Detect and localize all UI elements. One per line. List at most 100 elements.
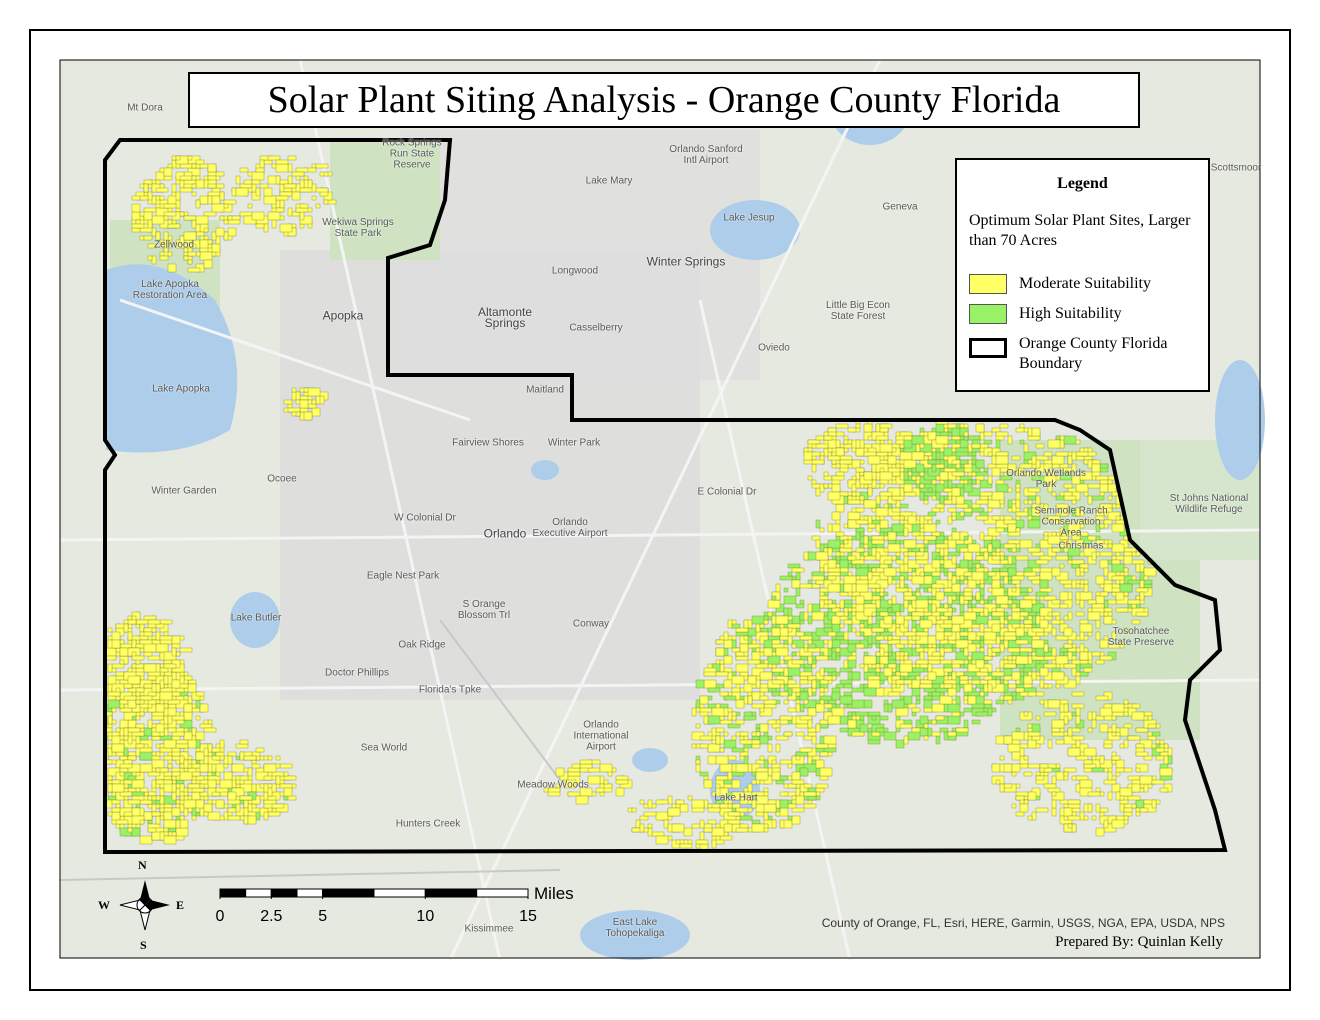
suitability-patch [799,679,809,685]
suitability-patch [151,215,165,225]
suitability-patch [191,163,197,169]
suitability-patch [799,635,813,641]
suitability-patch [975,591,981,601]
suitability-patch [195,739,201,749]
suitability-patch [187,251,197,257]
suitability-patch [1055,435,1061,441]
suitability-patch [1059,563,1065,569]
place-label: Lake Apopka [152,383,210,395]
suitability-patch [195,731,205,741]
suitability-patch [227,751,237,757]
suitability-patch [999,755,1005,761]
suitability-patch [1111,783,1121,793]
suitability-patch [967,695,977,705]
suitability-patch [747,763,753,773]
suitability-patch [939,659,953,665]
suitability-patch [239,751,245,761]
suitability-patch [1095,595,1105,605]
suitability-patch [991,763,1001,773]
suitability-patch [235,175,241,185]
suitability-patch [763,647,773,657]
suitability-patch [835,423,849,429]
suitability-patch [1063,663,1077,669]
suitability-patch [567,791,581,797]
suitability-patch [951,427,961,437]
suitability-patch [111,663,125,669]
suitability-patch [927,431,937,441]
suitability-patch [795,699,801,705]
suitability-patch [979,491,993,497]
suitability-patch [1035,443,1045,449]
suitability-patch [1039,579,1049,589]
suitability-patch [191,175,197,181]
suitability-patch [1119,787,1133,797]
suitability-patch [275,163,289,173]
suitability-patch [1003,735,1013,745]
suitability-patch [847,511,861,521]
suitability-patch [1039,699,1045,705]
suitability-patch [119,719,129,729]
suitability-patch [1095,827,1105,837]
suitability-patch [975,567,985,573]
suitability-patch [1083,583,1089,593]
suitability-patch [839,459,853,465]
suitability-patch [799,715,813,721]
suitability-patch [151,731,161,737]
suitability-patch [699,695,709,705]
suitability-patch [783,699,789,705]
suitability-patch [1087,611,1101,621]
suitability-patch [799,691,809,701]
suitability-patch [1099,463,1109,469]
suitability-patch [715,735,721,745]
suitability-patch [827,539,841,549]
suitability-patch [911,471,921,477]
suitability-patch [247,203,253,209]
suitability-patch [895,551,901,557]
suitability-patch [867,583,881,589]
suitability-patch [171,695,177,701]
suitability-patch [827,455,841,461]
suitability-patch [203,727,217,733]
suitability-patch [147,771,161,777]
suitability-patch [787,623,801,629]
suitability-patch [831,639,841,649]
suitability-patch [1023,687,1037,693]
suitability-patch [167,715,173,725]
suitability-patch [859,631,865,637]
suitability-patch [1039,571,1053,581]
suitability-patch [835,611,845,617]
suitability-patch [819,543,825,553]
suitability-patch [107,775,113,781]
suitability-patch [1087,483,1101,489]
suitability-patch [155,723,165,733]
suitability-patch [243,799,249,809]
suitability-patch [803,791,817,797]
suitability-patch [1119,743,1125,749]
suitability-patch [771,691,781,697]
suitability-patch [1123,815,1129,821]
suitability-patch [715,647,725,657]
suitability-patch [735,655,749,661]
suitability-patch [191,191,197,197]
suitability-patch [907,611,913,617]
suitability-patch [1047,439,1061,449]
suitability-patch [1135,611,1149,617]
suitability-patch [231,763,245,773]
suitability-patch [791,795,797,801]
suitability-patch [751,823,765,833]
suitability-patch [807,475,813,481]
place-label: Maitland [526,384,564,396]
suitability-patch [795,703,801,713]
scale-segment [322,888,375,898]
suitability-patch [211,243,221,253]
suitability-patch [919,727,929,737]
suitability-patch [695,679,705,689]
suitability-patch [947,551,961,557]
suitability-patch [875,655,881,665]
suitability-patch [1123,739,1129,749]
suitability-patch [851,671,861,681]
suitability-patch [255,223,265,229]
suitability-patch [795,731,805,737]
scale-segment [270,888,298,898]
suitability-patch [827,523,833,533]
